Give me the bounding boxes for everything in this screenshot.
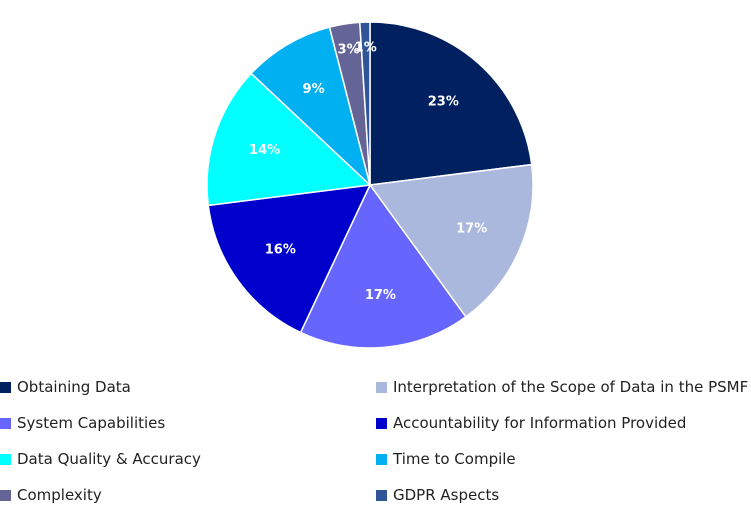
pie-slice-4 [206, 72, 372, 207]
pie-slice-2 [299, 183, 467, 349]
chart-legend: Obtaining Data Interpretation of the Scop… [0, 372, 751, 504]
legend-swatch [0, 489, 11, 501]
legend-item: Data Quality & Accuracy [0, 448, 201, 470]
legend-item: Accountability for Information Provided [376, 412, 686, 434]
pie-slice-label-5: 9% [303, 82, 325, 97]
pie-slice-label-1: 17% [456, 222, 487, 237]
pie-slice-label-6: 3% [338, 42, 360, 57]
pie-slices [206, 21, 534, 349]
legend-item: Time to Compile [376, 448, 516, 470]
pie-slice-label-2: 17% [365, 288, 396, 303]
pie-slice-labels: 23% 17% 17% 16% 14% 9% 3%1% [249, 41, 487, 303]
legend-swatch [376, 417, 387, 429]
legend-label: Obtaining Data [17, 378, 131, 396]
legend-label: GDPR Aspects [393, 486, 500, 504]
pie-slice-label-3: 16% [265, 243, 296, 258]
legend-label: Complexity [17, 486, 102, 504]
legend-label: Time to Compile [393, 450, 516, 468]
legend-item: Interpretation of the Scope of Data in t… [376, 376, 748, 398]
legend-label: Accountability for Information Provided [393, 414, 687, 432]
pie-slice-label-0: 23% [428, 94, 459, 109]
legend-swatch [0, 417, 11, 429]
pie-chart: 23% 17% 17% 16% 14% 9% 3%1% [206, 21, 534, 349]
legend-item: Complexity [0, 484, 102, 506]
legend-swatch [0, 453, 11, 465]
legend-item: Obtaining Data [0, 376, 131, 398]
pie-slice-label-4: 14% [249, 143, 280, 158]
legend-label: System Capabilities [17, 414, 166, 432]
pie-slice-5 [250, 26, 372, 188]
legend-item: System Capabilities [0, 412, 165, 434]
legend-swatch [376, 453, 387, 465]
pie-slice-3 [207, 184, 372, 334]
pie-slice-1 [368, 163, 534, 318]
legend-item: GDPR Aspects [376, 484, 499, 506]
legend-swatch [376, 381, 387, 393]
pie-slice-0 [369, 21, 533, 186]
legend-swatch [376, 489, 387, 501]
pie-slice-label-7: 1% [355, 41, 377, 56]
legend-swatch [0, 381, 11, 393]
legend-label: Interpretation of the Scope of Data in t… [393, 378, 749, 396]
legend-label: Data Quality & Accuracy [17, 450, 201, 468]
pie-slice-7 [358, 21, 371, 186]
